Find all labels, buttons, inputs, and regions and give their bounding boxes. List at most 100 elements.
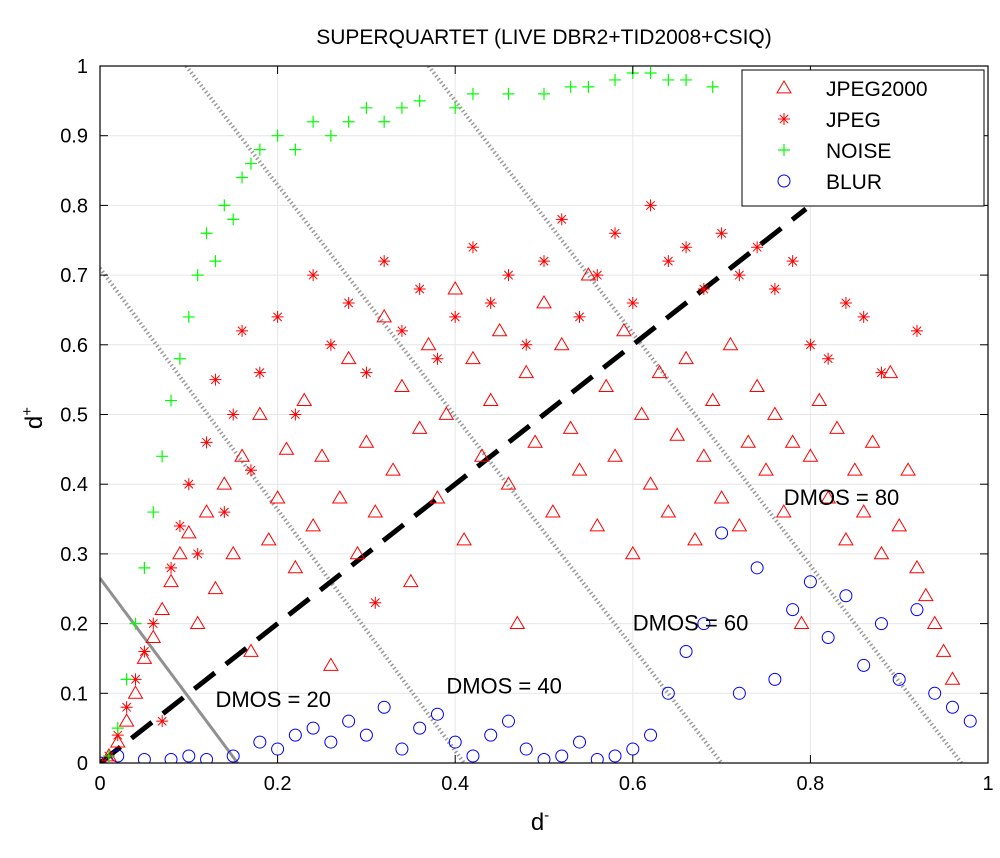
point-jpeg2000: [944, 671, 961, 685]
point-jpeg: [484, 296, 497, 309]
point-noise: [342, 115, 355, 128]
point-blur: [679, 644, 693, 658]
point-jpeg2000: [891, 518, 908, 532]
series-noise: [102, 66, 719, 763]
point-jpeg2000: [349, 545, 366, 560]
reference-line-dotted-gray: [184, 66, 724, 763]
point-jpeg: [271, 310, 284, 323]
point-jpeg2000: [269, 490, 286, 504]
reference-line-dashed-black: [100, 206, 808, 763]
point-blur: [395, 742, 409, 756]
point-jpeg2000: [660, 504, 677, 518]
point-jpeg2000: [846, 462, 863, 476]
point-jpeg: [307, 269, 320, 282]
point-jpeg: [342, 296, 355, 309]
point-jpeg2000: [917, 587, 934, 602]
point-jpeg: [715, 227, 728, 240]
point-jpeg2000: [704, 392, 721, 406]
point-jpeg2000: [482, 392, 499, 406]
point-jpeg2000: [198, 504, 215, 518]
point-jpeg: [822, 352, 835, 365]
point-noise: [582, 80, 595, 93]
point-jpeg2000: [642, 476, 659, 490]
point-noise: [244, 157, 257, 170]
dmos-annotation: DMOS = 80: [784, 485, 900, 510]
point-jpeg2000: [305, 518, 321, 532]
legend-marker-jpeg2000: [776, 80, 792, 94]
point-jpeg2000: [571, 462, 588, 476]
point-blur: [608, 749, 622, 763]
legend-label-noise: NOISE: [826, 140, 891, 163]
point-jpeg: [413, 283, 426, 296]
legend: JPEG2000 JPEG NOISE BLUR: [741, 69, 985, 207]
point-jpeg: [191, 547, 204, 560]
point-jpeg2000: [598, 378, 615, 393]
point-jpeg2000: [767, 406, 783, 420]
point-noise: [147, 506, 160, 519]
point-blur: [413, 721, 427, 735]
point-blur: [137, 753, 151, 763]
point-noise: [449, 101, 462, 114]
point-noise: [378, 115, 391, 128]
point-blur: [573, 735, 587, 749]
point-jpeg: [502, 269, 515, 282]
point-noise: [102, 750, 115, 763]
point-blur: [945, 700, 959, 714]
point-jpeg: [573, 310, 586, 323]
point-jpeg2000: [145, 629, 162, 643]
point-jpeg: [289, 408, 302, 421]
point-jpeg: [218, 506, 231, 519]
point-blur: [750, 561, 764, 575]
point-noise: [644, 66, 657, 79]
point-jpeg: [875, 366, 888, 379]
point-jpeg2000: [616, 322, 632, 337]
x-axis-label: d-: [531, 807, 549, 836]
point-noise: [191, 269, 204, 282]
point-jpeg2000: [545, 504, 561, 518]
point-blur: [226, 749, 240, 763]
point-jpeg: [751, 241, 764, 254]
data-points: [100, 66, 977, 763]
x-tick-label: 0: [94, 773, 105, 795]
point-noise: [209, 255, 222, 268]
point-jpeg: [156, 715, 169, 728]
point-jpeg2000: [136, 650, 153, 664]
x-tick-label: 1: [982, 773, 993, 795]
point-blur: [892, 672, 906, 686]
point-jpeg2000: [580, 267, 597, 281]
y-tick-label: 0.4: [60, 474, 88, 496]
point-jpeg: [378, 255, 391, 268]
point-jpeg2000: [838, 531, 854, 546]
point-jpeg2000: [731, 518, 748, 532]
y-tick-label: 1: [77, 56, 88, 78]
point-blur: [697, 617, 711, 631]
point-jpeg2000: [624, 545, 641, 560]
point-jpeg2000: [607, 448, 623, 462]
point-jpeg2000: [376, 308, 393, 323]
point-jpeg: [324, 338, 337, 351]
series-jpeg: [102, 199, 923, 763]
point-jpeg: [395, 324, 408, 337]
point-blur: [430, 707, 444, 721]
x-tick-label: 0.4: [441, 773, 469, 795]
point-noise: [156, 450, 169, 463]
point-jpeg: [555, 213, 568, 226]
point-noise: [324, 129, 337, 142]
point-blur: [253, 735, 267, 749]
point-jpeg: [111, 729, 124, 742]
point-jpeg2000: [909, 559, 925, 574]
point-jpeg2000: [518, 364, 535, 379]
point-blur: [484, 728, 498, 742]
point-jpeg: [520, 338, 533, 351]
point-jpeg2000: [411, 420, 428, 434]
point-noise: [138, 561, 151, 574]
point-jpeg2000: [260, 531, 277, 546]
point-blur: [928, 686, 942, 700]
point-jpeg: [839, 296, 852, 309]
point-noise: [662, 73, 675, 86]
y-tick-label: 0.9: [60, 126, 88, 148]
point-jpeg2000: [687, 531, 703, 546]
point-jpeg2000: [713, 490, 730, 504]
point-jpeg2000: [402, 573, 419, 588]
point-jpeg2000: [447, 281, 464, 295]
